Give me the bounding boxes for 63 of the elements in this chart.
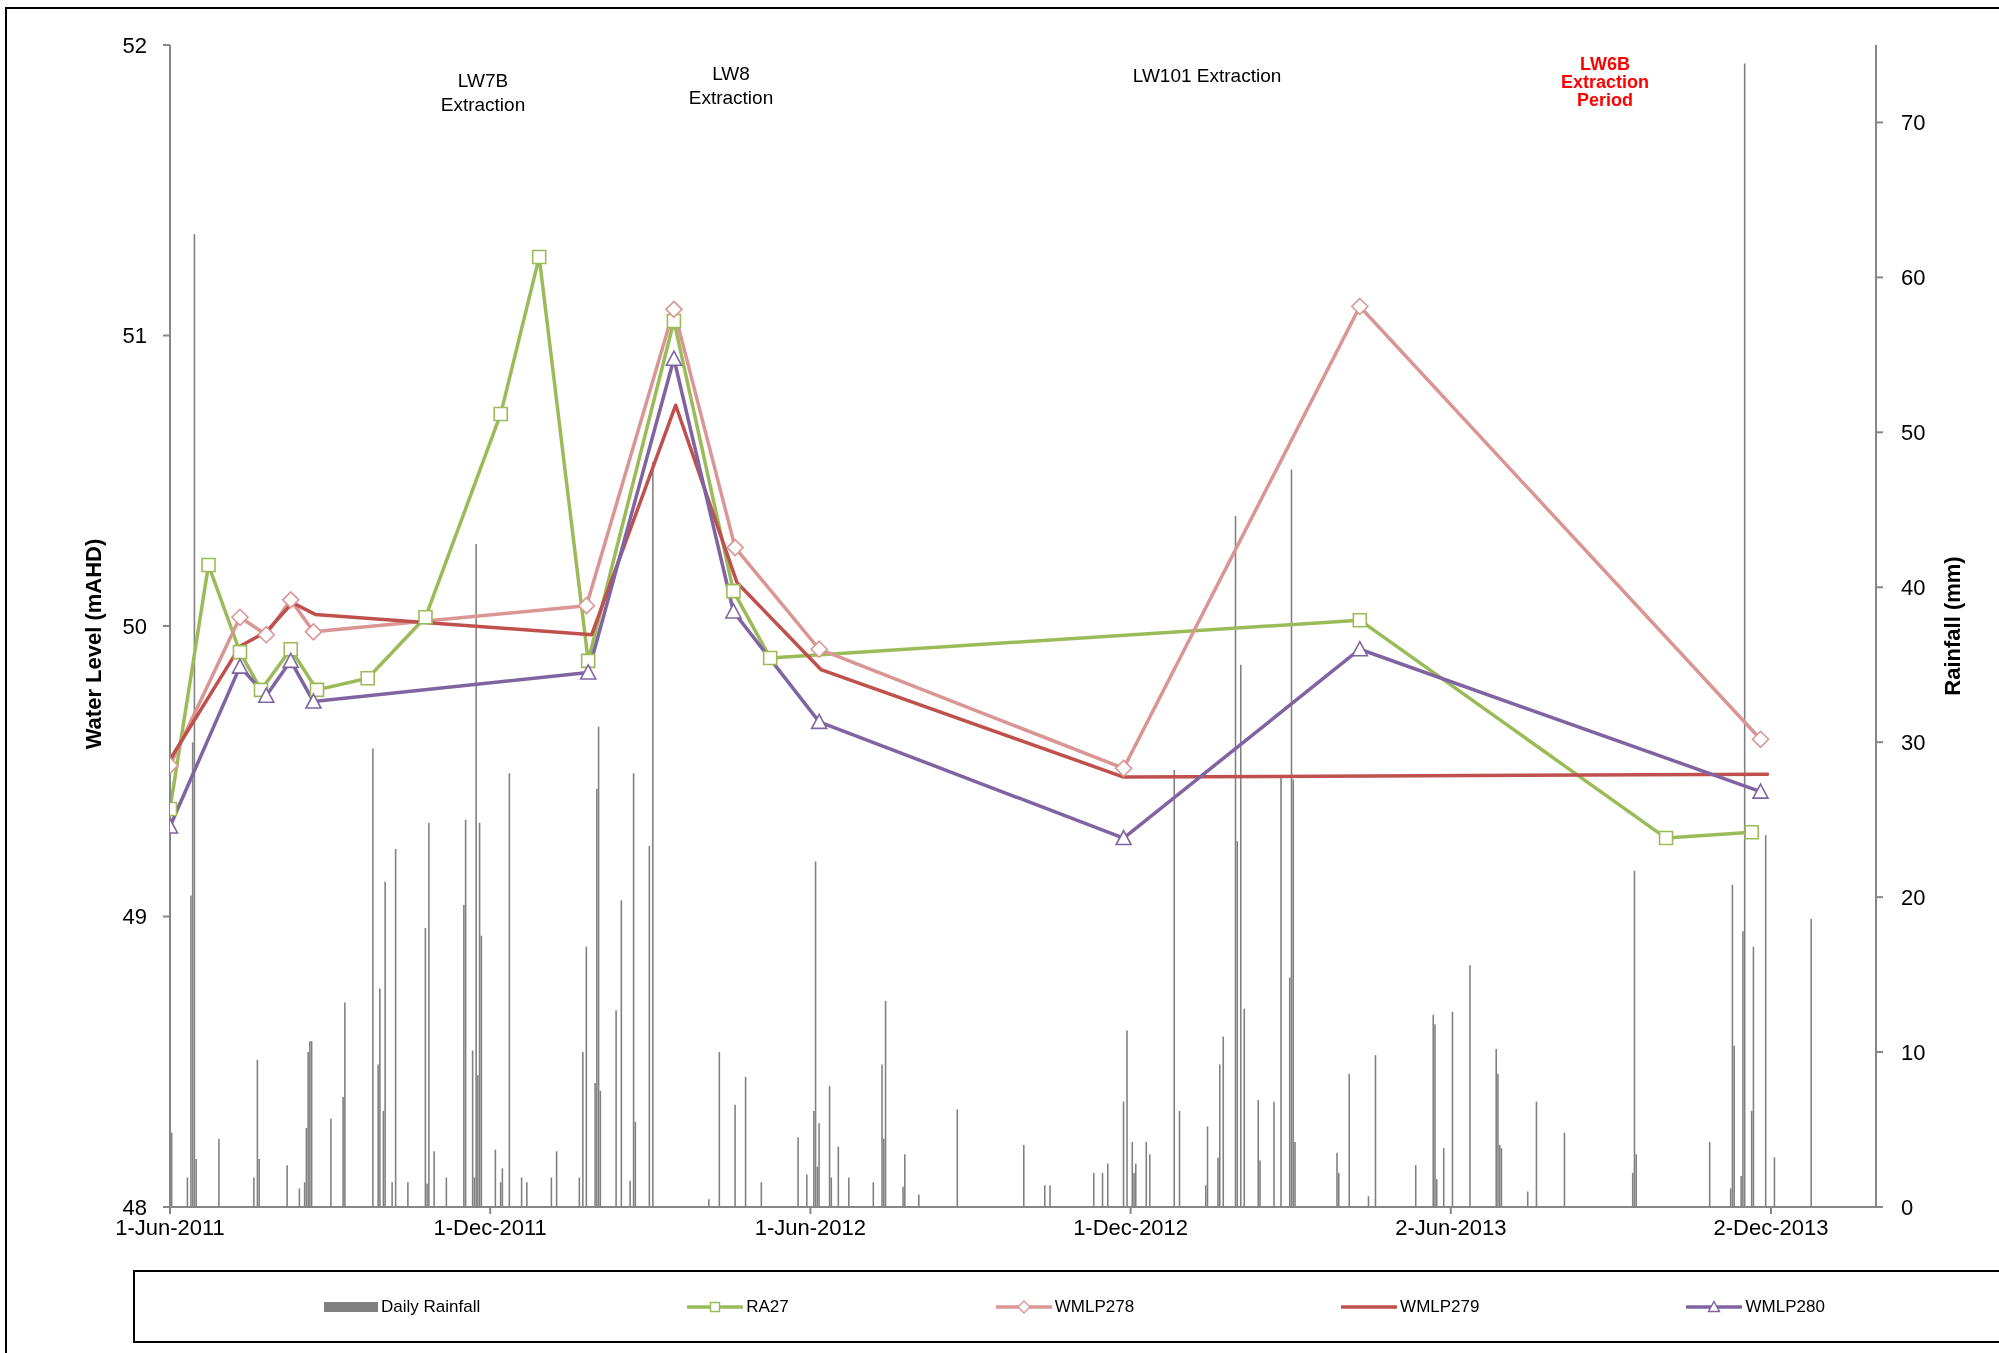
point	[257, 687, 275, 704]
x-tick-label: 1-Jun-2012	[754, 1214, 867, 1240]
x-tick-label: 1-Dec-2012	[1073, 1214, 1189, 1240]
x-tick-label: 2-Dec-2013	[1713, 1214, 1829, 1240]
annotation: LW7B Extraction	[440, 69, 526, 115]
point	[1115, 829, 1132, 846]
point	[418, 609, 433, 625]
point	[1352, 612, 1368, 628]
point	[1744, 824, 1760, 840]
y2-tick-label: 60	[1901, 265, 1926, 291]
y2-tick-label: 20	[1901, 884, 1926, 910]
point	[725, 603, 742, 619]
legend-label: RA27	[746, 1296, 789, 1317]
point	[304, 623, 323, 641]
point	[726, 538, 744, 557]
legend-label: WMLP278	[1054, 1296, 1135, 1317]
y2-tick-label: 50	[1901, 420, 1926, 446]
point	[1752, 783, 1769, 799]
point	[1351, 640, 1369, 657]
point	[360, 670, 376, 686]
point	[1751, 730, 1770, 749]
legend-label: WMLP280	[1745, 1296, 1825, 1317]
annotation: LW101 Extraction	[1132, 64, 1282, 86]
point	[810, 713, 828, 730]
point	[810, 640, 828, 659]
y2-axis-title: Rainfall (mm)	[1939, 556, 1965, 696]
legend-label: WMLP279	[1400, 1296, 1480, 1317]
point	[232, 644, 248, 660]
y2-tick-label: 30	[1901, 730, 1926, 756]
y2-tick-label: 70	[1901, 110, 1926, 136]
point	[665, 300, 683, 319]
y2-tick-label: 40	[1901, 575, 1926, 601]
y2-tick-label: 0	[1901, 1194, 1914, 1220]
point	[1351, 297, 1369, 316]
x-tick-label: 1-Dec-2011	[433, 1214, 547, 1240]
point	[231, 658, 249, 674]
point	[1658, 830, 1674, 846]
y-tick-label: 51	[122, 323, 147, 349]
point	[726, 583, 741, 599]
y2-tick-label: 10	[1901, 1039, 1926, 1065]
point	[762, 650, 778, 666]
point	[201, 557, 216, 573]
y-tick-label: 49	[122, 904, 147, 930]
legend-label: Daily Rainfall	[381, 1296, 481, 1317]
point	[282, 652, 300, 669]
point	[577, 596, 596, 615]
x-tick-label: 2-Jun-2013	[1395, 1214, 1507, 1240]
point	[283, 641, 299, 657]
annotation: LW6B Extraction Period	[1560, 54, 1650, 110]
line-series	[170, 403, 1770, 779]
point	[531, 249, 547, 265]
point	[665, 350, 683, 367]
point	[493, 406, 508, 422]
point	[281, 591, 300, 609]
point	[579, 664, 597, 680]
y-axis-title: Water Level (mAHD)	[80, 538, 106, 750]
y-tick-label: 52	[122, 32, 147, 58]
point	[257, 625, 276, 644]
y-tick-label: 50	[122, 613, 147, 639]
point	[305, 693, 322, 709]
point	[231, 608, 249, 627]
annotation: LW8 Extraction	[688, 62, 774, 108]
point	[1114, 759, 1133, 778]
